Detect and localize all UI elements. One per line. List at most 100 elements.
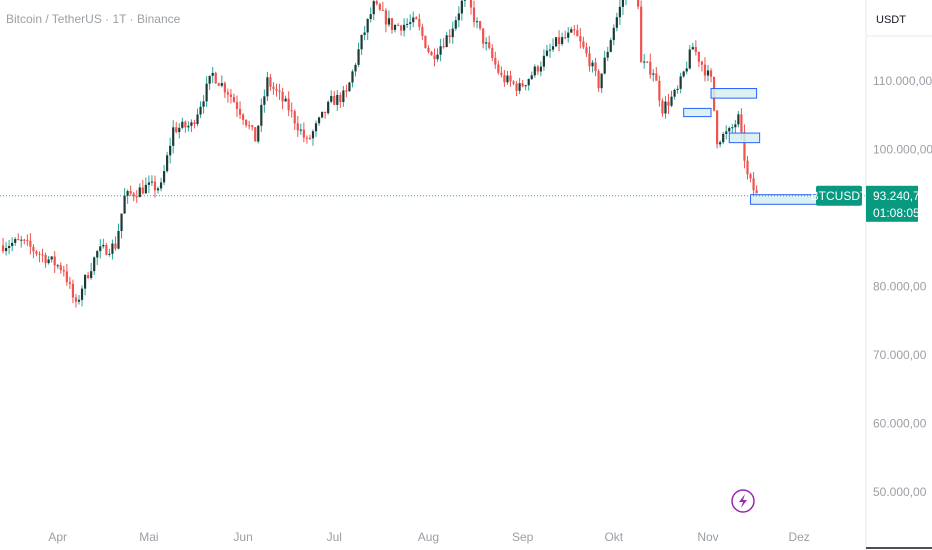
candle [621,0,625,15]
candle [354,63,357,77]
candle [330,90,333,104]
candle [287,91,290,117]
candle [223,81,226,98]
candle [90,262,93,280]
candle [348,81,351,92]
candle [357,42,360,67]
candle [211,66,214,84]
candle [421,23,424,40]
currency-label[interactable]: USDT [876,14,906,26]
price-axis[interactable]: 110.000,00 100.000,00 80.000,00 70.000,00 60… [873,74,932,499]
candle [83,274,87,296]
candle [123,188,126,214]
candle [141,179,144,195]
candle [588,46,591,72]
candle [512,80,515,86]
candle [612,24,615,46]
lightning-icon[interactable] [731,489,755,513]
candle [685,61,688,75]
candle [509,70,512,87]
candle [433,48,436,67]
candle [272,82,275,95]
candle [691,42,694,50]
candle [524,84,527,91]
candle [4,241,8,256]
candle [515,80,518,97]
candle [308,134,312,140]
price-tag[interactable]: BTCUSDT 93.240,72 01:08:05 [811,185,927,222]
y-tick-label: 80.000,00 [873,280,927,294]
y-tick-label: 100.000,00 [873,143,932,157]
candle [670,90,673,108]
candle [548,43,552,58]
candle [667,93,670,114]
candle [582,36,585,50]
candle [68,276,71,289]
candle [725,125,728,140]
candle [503,70,506,87]
candle [99,239,102,259]
candle [664,96,667,119]
candle [703,57,707,82]
candle [144,177,147,194]
candle [585,42,588,57]
x-tick-label: Nov [697,530,718,544]
candle [661,98,664,117]
time-axis[interactable]: Apr Mai Jun Jul Aug Sep Okt Nov Dez [48,530,809,544]
x-tick-label: Sep [512,530,534,544]
candle [251,124,254,131]
candle [746,156,749,180]
candle [336,90,339,112]
candle [640,0,643,63]
candle [734,119,737,135]
candle [290,102,293,118]
candle [232,93,236,103]
candle [156,186,160,194]
candle [554,36,558,48]
candle [363,25,366,41]
candle [184,120,187,133]
zone-box [728,132,761,144]
candle [132,191,135,202]
candle [296,115,299,137]
candle [278,83,281,101]
candle [518,77,521,95]
candle [615,12,618,32]
candle [442,38,445,49]
candle [324,111,327,119]
x-tick-label: Apr [48,530,67,544]
candle [652,69,655,82]
candle [235,95,239,117]
candle [29,233,32,255]
candle [314,120,318,137]
y-tick-label: 70.000,00 [873,348,927,362]
candle [460,0,463,21]
candle [311,129,315,146]
candle [469,0,473,15]
candle [205,76,208,108]
candle [190,119,193,133]
candle [497,60,500,75]
candle [369,7,372,23]
candle [1,237,5,254]
candle [709,68,713,83]
candle [23,238,26,245]
candle [591,60,594,73]
candle [396,23,400,27]
countdown-label: 01:08:05 [873,206,920,220]
candle [47,256,50,265]
candle [558,30,561,52]
candle [649,53,652,79]
candle [576,24,579,37]
candle [17,233,20,241]
candle [679,72,682,94]
candle [390,17,394,34]
candle [539,61,542,77]
candle [44,252,47,268]
candle [302,122,305,143]
candle [26,234,29,246]
candle [603,50,606,75]
candle [609,37,612,53]
candle [427,45,430,54]
